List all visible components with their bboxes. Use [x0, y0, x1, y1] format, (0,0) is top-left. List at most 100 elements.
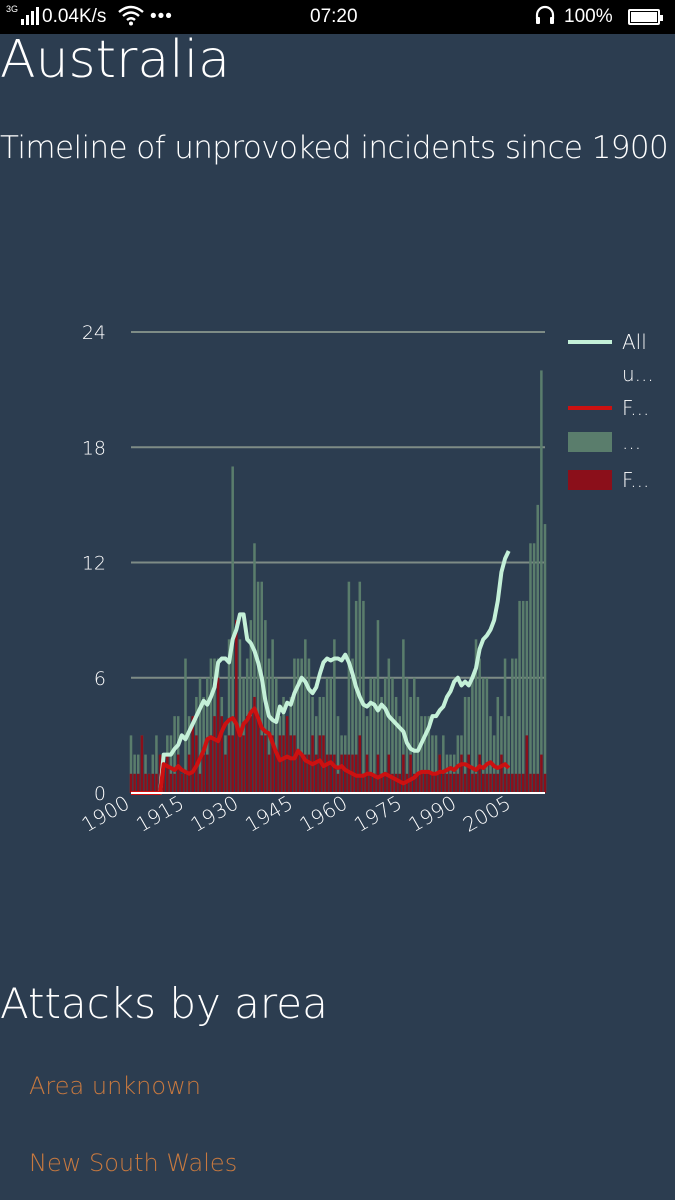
bar-fatal-incidents: [394, 773, 398, 793]
x-tick-label: 2005: [459, 791, 515, 837]
legend-label: All u...: [622, 330, 654, 386]
bar-fatal-incidents: [460, 754, 463, 793]
network-type: 3G: [6, 4, 19, 14]
bar-fatal-incidents: [180, 773, 184, 793]
bar-fatal-incidents: [456, 773, 460, 793]
bar-all-incidents: [231, 466, 234, 793]
bar-all-incidents: [500, 716, 503, 793]
bar-all-incidents: [304, 639, 307, 793]
bar-all-incidents: [416, 696, 420, 793]
bar-fatal-incidents: [216, 677, 220, 793]
bar-all-incidents: [391, 677, 394, 793]
bar-all-incidents: [155, 735, 158, 793]
bar-all-incidents: [227, 639, 231, 793]
bar-all-incidents: [423, 716, 427, 793]
x-tick-label: 1915: [132, 791, 188, 837]
battery-percent: 100%: [564, 6, 613, 27]
bar-fatal-incidents: [496, 773, 500, 793]
bar-all-incidents: [529, 543, 532, 793]
bar-all-incidents: [511, 658, 514, 793]
bar-all-incidents: [518, 600, 521, 793]
bar-fatal-incidents: [325, 754, 329, 793]
bar-fatal-incidents: [318, 735, 322, 793]
bar-all-incidents: [482, 677, 485, 793]
bar-all-incidents: [532, 543, 536, 793]
bar-all-incidents: [354, 600, 358, 793]
status-clock: 07:20: [310, 6, 358, 27]
bar-fatal-incidents: [485, 773, 489, 793]
bar-fatal-incidents: [514, 773, 518, 793]
battery-icon: [628, 9, 663, 25]
bar-all-incidents: [376, 620, 380, 793]
bar-fatal-incidents: [474, 773, 478, 793]
bar-fatal-incidents: [289, 735, 293, 793]
bar-fatal-incidents: [521, 773, 525, 793]
bar-fatal-incidents: [449, 773, 452, 793]
bar-fatal-incidents: [307, 754, 311, 793]
y-tick-label: 12: [82, 553, 106, 575]
bar-fatal-incidents: [238, 735, 242, 793]
bar-fatal-incidents: [275, 754, 278, 793]
bar-all-incidents: [380, 696, 383, 793]
bar-fatal-incidents: [173, 773, 176, 793]
bar-all-incidents: [187, 716, 191, 793]
bar-all-incidents: [296, 658, 300, 793]
bar-all-incidents: [503, 658, 507, 793]
bar-fatal-incidents: [213, 716, 216, 793]
bar-all-incidents: [413, 677, 416, 793]
bar-fatal-incidents: [543, 773, 547, 793]
bar-fatal-incidents: [224, 754, 227, 793]
y-tick-label: 18: [82, 437, 106, 459]
page-title: Australia: [0, 30, 231, 90]
bar-fatal-incidents: [452, 773, 456, 793]
bar-fatal-incidents: [271, 735, 274, 793]
chart-title: Timeline of unprovoked incidents since 1…: [0, 130, 669, 166]
bar-all-incidents: [307, 658, 311, 793]
y-tick-label: 0: [94, 783, 106, 805]
bar-fatal-incidents: [202, 754, 205, 793]
x-tick-label: 1960: [295, 791, 351, 837]
bar-fatal-incidents: [507, 773, 510, 793]
area-item-new-south-wales[interactable]: New South Wales: [29, 1149, 238, 1177]
bar-fatal-incidents: [140, 735, 144, 793]
bar-fatal-incidents: [358, 735, 362, 793]
bar-all-incidents: [398, 716, 401, 793]
bar-fatal-incidents: [151, 773, 155, 793]
network-speed: 0.04K/s: [42, 6, 107, 27]
bar-all-incidents: [402, 639, 405, 793]
bar-all-incidents: [427, 716, 431, 793]
bar-all-incidents: [514, 658, 518, 793]
wifi-icon: [118, 4, 144, 32]
bar-fatal-incidents: [256, 716, 260, 793]
bar-fatal-incidents: [373, 773, 376, 793]
bar-fatal-incidents: [434, 773, 438, 793]
bar-fatal-incidents: [282, 735, 285, 793]
bar-fatal-incidents: [227, 735, 231, 793]
bar-all-incidents: [209, 658, 213, 793]
legend-swatch: [568, 470, 612, 490]
bar-all-incidents: [256, 581, 260, 793]
bar-all-incidents: [409, 696, 412, 793]
bar-fatal-incidents: [463, 773, 467, 793]
bar-all-incidents: [271, 639, 274, 793]
bar-fatal-incidents: [340, 754, 343, 793]
bar-fatal-incidents: [235, 620, 238, 793]
bar-all-incidents: [362, 600, 365, 793]
bar-fatal-incidents: [206, 754, 209, 793]
x-tick-label: 1990: [404, 791, 460, 837]
bar-fatal-incidents: [133, 773, 136, 793]
bar-all-incidents: [325, 677, 329, 793]
bar-fatal-incidents: [242, 735, 245, 793]
bar-all-incidents: [365, 716, 369, 793]
legend-label: F...: [622, 396, 649, 420]
bar-fatal-incidents: [293, 735, 296, 793]
bar-all-incidents: [474, 639, 478, 793]
area-item-unknown[interactable]: Area unknown: [29, 1072, 201, 1100]
bar-fatal-incidents: [482, 773, 485, 793]
bar-fatal-incidents: [383, 773, 387, 793]
bar-all-incidents: [489, 716, 492, 793]
bar-fatal-incidents: [267, 754, 271, 793]
bar-all-incidents: [206, 677, 209, 793]
bar-fatal-incidents: [155, 773, 158, 793]
bar-fatal-incidents: [249, 716, 253, 793]
